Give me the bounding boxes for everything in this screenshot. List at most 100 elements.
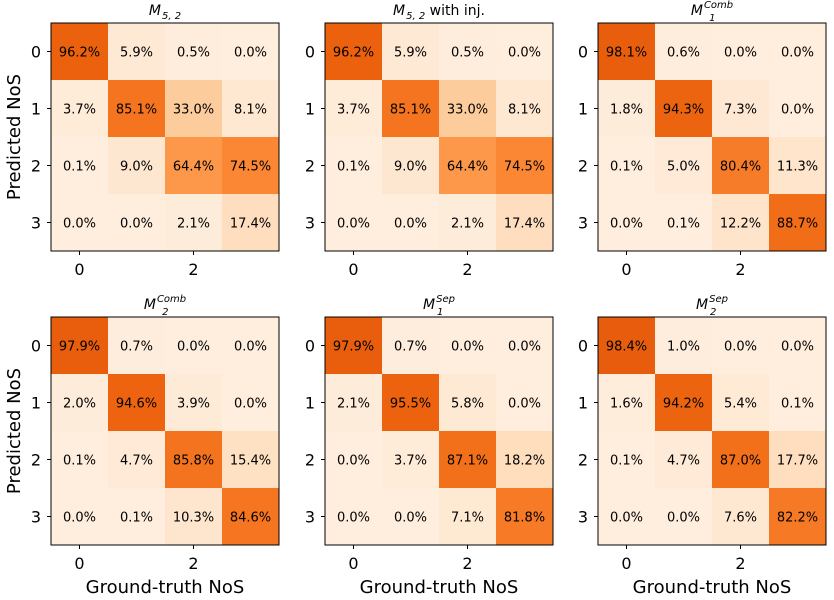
heatmap-cell — [769, 23, 827, 81]
cell-value-label: 0.0% — [781, 340, 814, 355]
cell-value-label: 0.6% — [667, 46, 700, 61]
panel-title: MComb 2 — [144, 294, 186, 318]
cell-value-label: 74.5% — [230, 160, 271, 175]
heatmap-cell — [325, 317, 383, 375]
cell-value-label: 96.2% — [59, 46, 100, 61]
heatmap-cell — [655, 374, 713, 432]
cell-value-label: 1.8% — [610, 103, 643, 118]
panel-title: MComb 1 — [691, 0, 733, 24]
y-tick-label: 0 — [578, 43, 588, 62]
cell-value-label: 98.4% — [606, 340, 647, 355]
y-tick-label: 2 — [31, 157, 41, 176]
cell-value-label: 0.0% — [394, 217, 427, 232]
panel-title: M5, 2 with inj. — [393, 3, 485, 22]
cell-value-label: 2.0% — [63, 397, 96, 412]
panel-frame — [324, 316, 554, 546]
cell-value-label: 0.0% — [394, 511, 427, 526]
heatmap-cell — [439, 431, 497, 489]
heatmap-cell — [439, 488, 497, 546]
heatmap-cell — [598, 317, 656, 375]
heatmap-cell — [712, 137, 770, 195]
panel-frame — [50, 316, 280, 546]
cell-value-label: 0.1% — [667, 217, 700, 232]
cell-value-label: 7.3% — [724, 103, 757, 118]
cell-value-label: 0.0% — [337, 454, 370, 469]
cell-value-label: 2.1% — [177, 217, 210, 232]
heatmap-cell — [325, 23, 383, 81]
heatmap-cell — [598, 80, 656, 138]
cell-value-label: 64.4% — [173, 160, 214, 175]
heatmap-cell — [712, 431, 770, 489]
heatmap-cell — [496, 374, 554, 432]
y-tick-label: 0 — [305, 337, 315, 356]
x-axis-label: Ground-truth NoS — [360, 577, 519, 598]
cell-value-label: 0.0% — [63, 511, 96, 526]
cell-value-label: 85.1% — [390, 103, 431, 118]
x-tick-label: 2 — [462, 260, 472, 279]
cell-value-label: 4.7% — [667, 454, 700, 469]
cell-value-label: 17.7% — [777, 454, 818, 469]
y-axis-label: Predicted NoS — [4, 74, 25, 200]
heatmap-cell — [51, 194, 109, 252]
heatmap-cell — [712, 194, 770, 252]
x-tick-label: 0 — [621, 260, 631, 279]
cell-value-label: 0.0% — [337, 511, 370, 526]
heatmap-cell — [496, 23, 554, 81]
cell-value-label: 11.3% — [777, 160, 818, 175]
cell-value-label: 0.0% — [120, 217, 153, 232]
panel-frame — [597, 316, 827, 546]
cell-value-label: 12.2% — [720, 217, 761, 232]
y-tick-label: 0 — [31, 337, 41, 356]
heatmap-panel: 98.4% 1.0% 0.0% 0.0% 1.6% 94.2% 5.4% 0.1% 0.1% 4.… — [578, 294, 827, 598]
heatmap-cell — [655, 194, 713, 252]
heatmap-cell — [712, 374, 770, 432]
cell-value-label: 0.0% — [781, 103, 814, 118]
panel-title: MSep 1 — [423, 294, 455, 318]
heatmap-cell — [325, 431, 383, 489]
y-tick-label: 1 — [305, 100, 315, 119]
cell-value-label: 3.9% — [177, 397, 210, 412]
heatmap-cell — [712, 317, 770, 375]
cell-value-label: 5.4% — [724, 397, 757, 412]
heatmap-cell — [496, 317, 554, 375]
cell-value-label: 0.1% — [63, 454, 96, 469]
cell-value-label: 8.1% — [234, 103, 267, 118]
y-tick-label: 1 — [31, 394, 41, 413]
heatmap-panel: 96.2% 5.9% 0.5% 0.0% 3.7% 85.1% 33.0% 8.1% 0.1% 9… — [305, 3, 554, 279]
cell-value-label: 0.1% — [610, 160, 643, 175]
cell-value-label: 0.7% — [120, 340, 153, 355]
cell-value-label: 0.0% — [508, 397, 541, 412]
heatmap-cell — [382, 374, 440, 432]
heatmap-cell — [108, 374, 166, 432]
heatmap-cell — [108, 23, 166, 81]
heatmap-cell — [51, 431, 109, 489]
heatmap-cell — [222, 317, 280, 375]
cell-value-label: 85.1% — [116, 103, 157, 118]
cell-value-label: 0.0% — [610, 217, 643, 232]
heatmap-cell — [382, 23, 440, 81]
cell-value-label: 0.1% — [781, 397, 814, 412]
cell-value-label: 87.1% — [447, 454, 488, 469]
y-tick-label: 0 — [305, 43, 315, 62]
cell-value-label: 9.0% — [394, 160, 427, 175]
heatmap-cell — [496, 431, 554, 489]
cell-value-label: 0.0% — [781, 46, 814, 61]
heatmap-cell — [769, 137, 827, 195]
heatmap-cell — [769, 194, 827, 252]
heatmap-cell — [655, 317, 713, 375]
cell-value-label: 18.2% — [504, 454, 545, 469]
cell-value-label: 5.9% — [394, 46, 427, 61]
heatmap-cell — [439, 194, 497, 252]
cell-value-label: 0.0% — [508, 46, 541, 61]
heatmap-panel: 97.9% 0.7% 0.0% 0.0% 2.1% 95.5% 5.8% 0.0% 0.0% 3.… — [305, 294, 554, 598]
y-tick-label: 3 — [305, 214, 315, 233]
x-tick-label: 2 — [735, 260, 745, 279]
cell-value-label: 88.7% — [777, 217, 818, 232]
cell-value-label: 2.1% — [451, 217, 484, 232]
cell-value-label: 94.6% — [116, 397, 157, 412]
cell-value-label: 0.1% — [337, 160, 370, 175]
y-tick-label: 1 — [31, 100, 41, 119]
y-tick-label: 2 — [305, 451, 315, 470]
heatmap-cell — [165, 194, 223, 252]
heatmap-cell — [222, 488, 280, 546]
